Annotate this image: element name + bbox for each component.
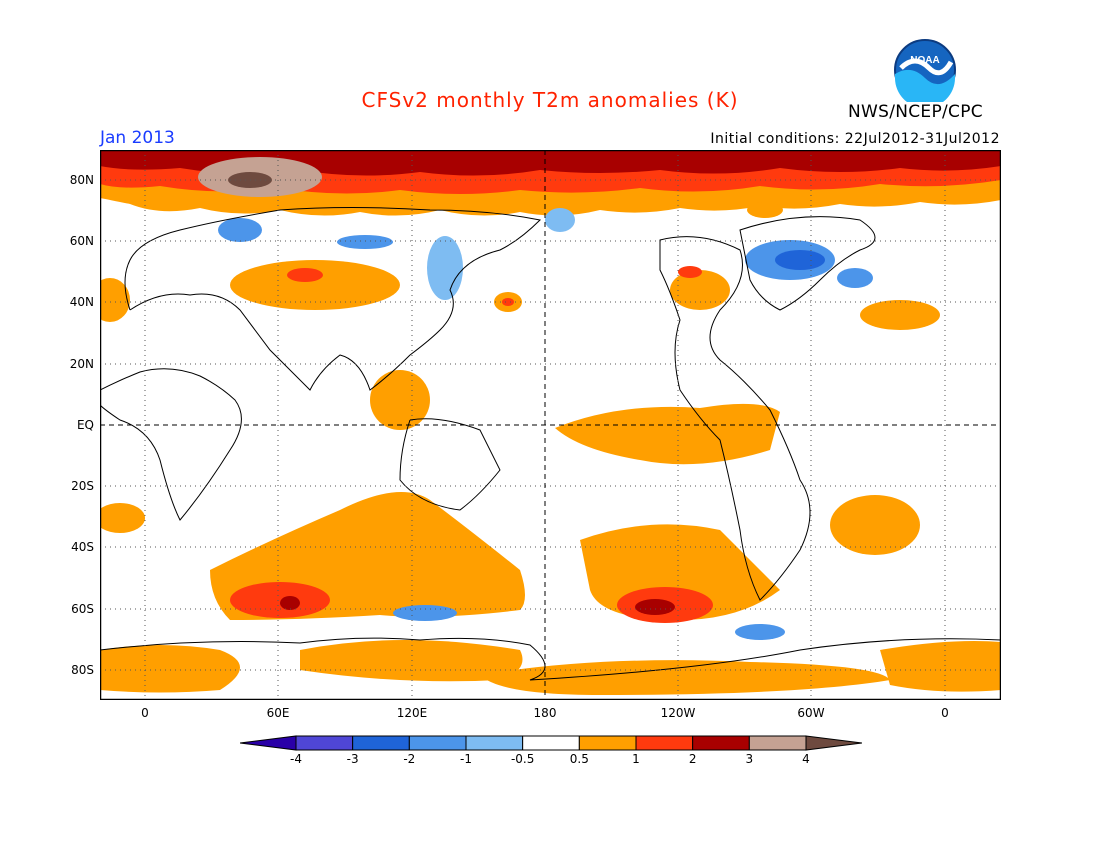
colorbar-swatch	[635, 735, 694, 751]
colorbar-tick-label: -2	[403, 752, 416, 766]
colorbar-tick-label: -1	[460, 752, 472, 766]
colorbar-swatch	[805, 735, 862, 751]
lat-label-40s: 40S	[71, 540, 94, 554]
colorbar-swatch	[465, 735, 524, 751]
lon-label-180: 180	[533, 706, 557, 720]
colorbar	[240, 735, 862, 751]
lon-label-0-east: 0	[941, 706, 949, 720]
arctic-veryhot-band	[100, 150, 1001, 176]
colorbar-tick-label: 0.5	[569, 752, 589, 766]
lon-label-120e: 120E	[396, 706, 428, 720]
lon-label-120w: 120W	[660, 706, 696, 720]
lat-label-80n: 80N	[69, 173, 94, 187]
chart-title: CFSv2 monthly T2m anomalies (K)	[361, 88, 739, 112]
colorbar-swatch	[240, 735, 297, 751]
colorbar-tick-label: 4	[802, 752, 810, 766]
colorbar-swatch	[522, 735, 580, 751]
colorbar-swatch	[295, 735, 354, 751]
initial-conditions: Initial conditions: 22Jul2012-31Jul2012	[710, 131, 1000, 147]
valid-month: Jan 2013	[100, 128, 175, 148]
colorbar-swatch	[748, 735, 807, 751]
colorbar-tick-label: 1	[632, 752, 640, 766]
lat-label-eq: EQ	[76, 418, 94, 432]
lat-label-60n: 60N	[69, 234, 94, 248]
colorbar-tick-label: -4	[290, 752, 302, 766]
noaa-logo: NOAA	[894, 39, 956, 102]
lat-label-20n: 20N	[69, 357, 94, 371]
lat-label-60s: 60S	[71, 602, 94, 616]
lat-label-80s: 80S	[71, 663, 94, 677]
colorbar-swatch	[352, 735, 410, 751]
colorbar-tick-label: 3	[745, 752, 754, 766]
colorbar-swatch	[578, 735, 637, 751]
lon-label-60w: 60W	[797, 706, 825, 720]
colorbar-swatch	[692, 735, 750, 751]
lat-label-40n: 40N	[69, 295, 94, 309]
agency-label: NWS/NCEP/CPC	[848, 102, 983, 122]
lat-label-20s: 20S	[71, 479, 94, 493]
coastlines	[100, 207, 1001, 681]
colorbar-tick-label: 2	[688, 752, 697, 766]
colorbar-tick-label: -3	[346, 752, 359, 766]
colorbar-tick-label: -0.5	[510, 752, 535, 766]
antarctic-warm	[100, 645, 240, 693]
lon-label-0-west: 0	[141, 706, 149, 720]
colorbar-swatch	[408, 735, 467, 751]
logo-text: NOAA	[910, 55, 939, 66]
anomaly-map	[100, 150, 1001, 700]
lon-label-60e: 60E	[266, 706, 290, 720]
tropical-pacific-warm	[555, 403, 780, 465]
